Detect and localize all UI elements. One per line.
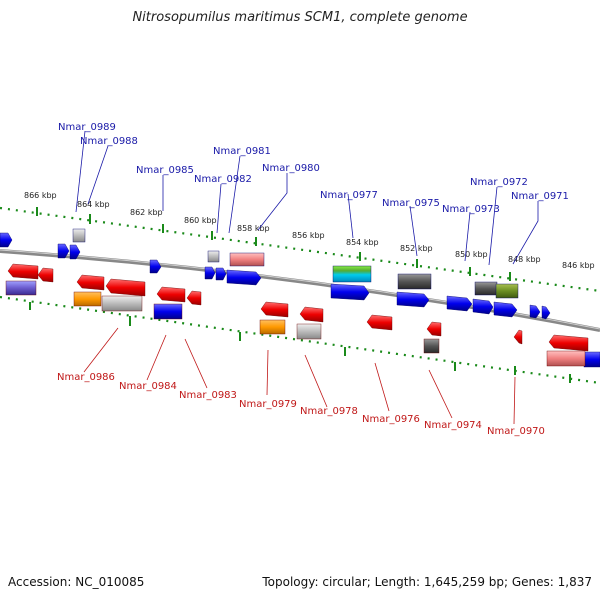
gene-box [583, 351, 600, 368]
gene-label-nmar-0976: Nmar_0976 [362, 414, 420, 425]
gene-arrow [7, 263, 39, 280]
gene-arrow [215, 267, 227, 281]
gene-arrow [37, 267, 54, 283]
gene-arrow [69, 244, 81, 260]
gene-box [397, 273, 432, 290]
gene-arrow [149, 259, 162, 274]
gene-label-nmar-0973: Nmar_0973 [442, 204, 500, 215]
gene-box [259, 319, 286, 335]
gene-box [101, 295, 143, 312]
map-title: Nitrosopumilus maritimus SCM1, complete … [132, 10, 468, 25]
gene-arrow [105, 278, 146, 297]
scale-label: 856 kbp [292, 231, 325, 240]
gene-box [423, 338, 440, 354]
gene-label-nmar-0988: Nmar_0988 [80, 136, 138, 147]
gene-box [229, 252, 265, 267]
gene-arrow [156, 286, 186, 303]
bottom-callout-lines [83, 327, 516, 425]
scale-label: 848 kbp [508, 255, 541, 264]
gene-arrow [513, 329, 523, 345]
genome-axis [0, 249, 600, 332]
scale-label: 854 kbp [346, 238, 379, 247]
gene-label-nmar-0980: Nmar_0980 [262, 163, 320, 174]
scale-ticks [36, 207, 511, 281]
scale-label: 862 kbp [130, 208, 163, 217]
gene-label-nmar-0979: Nmar_0979 [239, 399, 297, 410]
gene-arrow [204, 266, 216, 280]
gene-box [73, 291, 102, 307]
scale-label: 858 kbp [237, 224, 270, 233]
gene-box [474, 281, 498, 296]
scale-label: 850 kbp [455, 250, 488, 259]
gene-box [153, 303, 183, 320]
gene-arrow [529, 304, 541, 319]
forward-strand-genes [0, 228, 600, 368]
top-callout-lines [75, 130, 539, 266]
scale-label: 864 kbp [77, 200, 110, 209]
gene-label-nmar-0972: Nmar_0972 [470, 177, 528, 188]
gene-label-nmar-0970: Nmar_0970 [487, 426, 545, 437]
accession-info: Accession: NC_010085 [8, 575, 145, 589]
gene-arrow [260, 301, 289, 318]
gene-arrow [330, 283, 370, 301]
gene-arrow [0, 232, 13, 248]
gene-label-nmar-0983: Nmar_0983 [179, 390, 237, 401]
gene-label-nmar-0978: Nmar_0978 [300, 406, 358, 417]
gene-arrow [396, 291, 430, 308]
top-dotted-track [0, 206, 600, 293]
gene-arrow [226, 269, 262, 286]
gene-label-nmar-0986: Nmar_0986 [57, 372, 115, 383]
gene-arrow [541, 305, 551, 320]
gene-label-nmar-0985: Nmar_0985 [136, 165, 194, 176]
gene-arrow [446, 295, 473, 312]
gene-arrow [299, 306, 324, 323]
gene-box [332, 265, 372, 283]
gene-label-nmar-0971: Nmar_0971 [511, 191, 569, 202]
gene-label-nmar-0984: Nmar_0984 [119, 381, 177, 392]
bottom-dotted-track [0, 295, 600, 385]
gene-label-nmar-0982: Nmar_0982 [194, 174, 252, 185]
gene-arrow [76, 274, 105, 291]
gene-box [5, 280, 37, 296]
gene-label-nmar-0989: Nmar_0989 [58, 122, 116, 133]
gene-arrow [426, 321, 442, 337]
gene-label-nmar-0974: Nmar_0974 [424, 420, 482, 431]
scale-ticks-bottom [29, 302, 571, 383]
gene-box [296, 323, 322, 340]
gene-arrow [472, 298, 494, 315]
gene-arrow [493, 301, 518, 318]
gene-arrow [548, 334, 589, 352]
gene-box [207, 250, 220, 263]
gene-box [72, 228, 86, 243]
gene-label-nmar-0977: Nmar_0977 [320, 190, 378, 201]
scale-label: 860 kbp [184, 216, 217, 225]
gene-label-nmar-0975: Nmar_0975 [382, 198, 440, 209]
gene-arrow [366, 314, 393, 331]
gene-label-nmar-0981: Nmar_0981 [213, 146, 271, 157]
scale-label: 866 kbp [24, 191, 57, 200]
reverse-strand-genes [5, 263, 589, 367]
scale-label: 846 kbp [562, 261, 595, 270]
gene-arrow [186, 290, 202, 306]
gene-box [495, 283, 519, 299]
gene-arrow [57, 243, 70, 259]
gene-box [546, 350, 586, 367]
topology-info: Topology: circular; Length: 1,645,259 bp… [262, 575, 592, 589]
genome-axis-highlight [0, 249, 600, 330]
